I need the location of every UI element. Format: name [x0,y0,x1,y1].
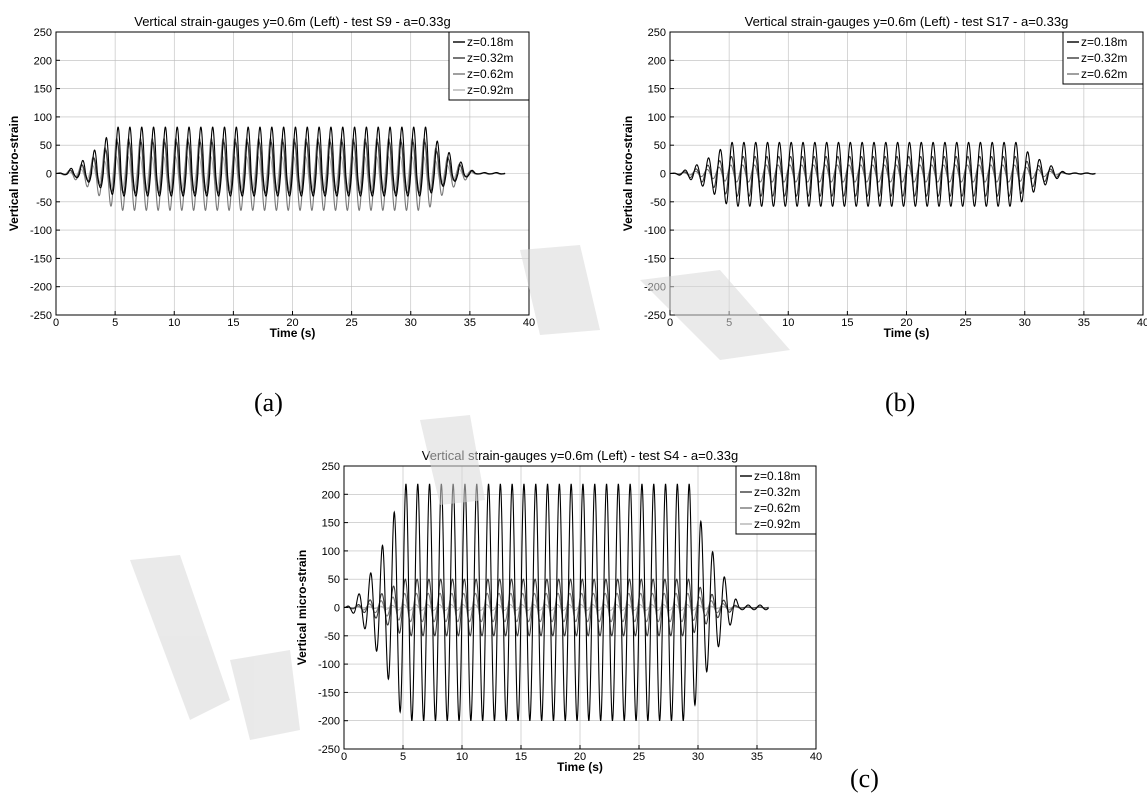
y-tick-label: -200 [30,282,52,294]
x-tick-label: 35 [751,751,763,763]
series-line-0 [56,126,506,197]
y-tick-label: 150 [648,84,666,96]
y-tick-label: -200 [644,282,666,294]
y-tick-label: 200 [322,489,340,501]
y-tick-label: -50 [36,197,52,209]
x-tick-label: 40 [523,317,535,329]
x-axis-label: Time (s) [557,760,603,774]
series-line-0 [344,483,769,722]
series-line-0 [670,141,1096,207]
y-tick-label: -250 [318,744,340,756]
y-tick-label: 250 [322,461,340,473]
x-tick-label: 30 [1019,317,1031,329]
legend [448,31,530,101]
y-tick-label: 200 [648,55,666,67]
chart-1: 0 5 10 15 20 25 30 35 40 -250 -200 -150 -100 -50 0 50 10… [621,14,1147,340]
legend-label: z=0.32m [754,485,800,499]
x-axis-label: Time (s) [884,326,930,340]
y-tick-label: -150 [318,687,340,699]
legend [1062,31,1144,85]
x-tick-label: 10 [456,751,468,763]
x-tick-label: 15 [227,317,239,329]
x-tick-label: 5 [400,751,406,763]
y-tick-label: -100 [30,225,52,237]
y-tick-label: 0 [660,169,666,181]
legend [735,465,817,535]
legend-label: z=0.92m [754,517,800,531]
chart-title: Vertical strain-gauges y=0.6m (Left) - t… [745,14,1069,29]
series-line-2 [56,137,506,212]
legend-label: z=0.18m [754,469,800,483]
y-tick-label: 250 [648,27,666,39]
chart-title: Vertical strain-gauges y=0.6m (Left) - t… [422,448,739,463]
legend-label: z=0.18m [1081,35,1127,49]
y-tick-label: 0 [334,603,340,615]
x-tick-label: 10 [782,317,794,329]
legend-label: z=0.32m [1081,51,1127,65]
x-tick-label: 25 [633,751,645,763]
y-axis-label: Vertical micro-strain [7,116,21,231]
y-tick-label: 50 [654,140,666,152]
x-tick-label: 20 [574,751,586,763]
y-tick-label: -250 [644,310,666,322]
y-tick-label: 50 [328,574,340,586]
x-tick-label: 20 [900,317,912,329]
legend-label: z=0.32m [467,51,513,65]
x-tick-label: 15 [841,317,853,329]
y-axis-label: Vertical micro-strain [295,550,309,665]
x-tick-label: 40 [810,751,822,763]
x-tick-label: 30 [692,751,704,763]
x-tick-label: 15 [515,751,527,763]
x-tick-label: 10 [168,317,180,329]
y-tick-label: -50 [324,631,340,643]
x-tick-label: 0 [341,751,347,763]
legend-label: z=0.62m [754,501,800,515]
caption-a: (a) [254,388,283,417]
x-tick-label: 30 [405,317,417,329]
legend-label: z=0.62m [1081,67,1127,81]
legend-label: z=0.92m [467,83,513,97]
caption-b: (b) [885,388,916,417]
x-tick-label: 0 [667,317,673,329]
y-tick-label: 0 [46,169,52,181]
y-tick-label: 200 [34,55,52,67]
y-tick-label: -100 [318,659,340,671]
x-tick-label: 35 [1078,317,1090,329]
x-tick-label: 0 [53,317,59,329]
legend-label: z=0.62m [467,67,513,81]
legend-label: z=0.18m [467,35,513,49]
y-tick-label: 100 [322,546,340,558]
y-tick-label: -50 [650,197,666,209]
x-tick-label: 35 [464,317,476,329]
chart-0: 0 5 10 15 20 25 30 35 40 -250 -200 -150 -100 -50 0 50 10… [7,14,535,340]
chart-title: Vertical strain-gauges y=0.6m (Left) - t… [134,14,451,29]
x-tick-label: 5 [112,317,118,329]
caption-c: (c) [850,764,879,793]
y-tick-label: -150 [644,253,666,265]
y-tick-label: -200 [318,716,340,728]
x-tick-label: 20 [286,317,298,329]
y-tick-label: 250 [34,27,52,39]
y-tick-label: 100 [34,112,52,124]
x-tick-label: 5 [726,317,732,329]
y-tick-label: 150 [322,518,340,530]
y-tick-label: -100 [644,225,666,237]
x-tick-label: 25 [346,317,358,329]
y-axis-label: Vertical micro-strain [621,116,635,231]
x-axis-label: Time (s) [270,326,316,340]
y-tick-label: 100 [648,112,666,124]
y-tick-label: -150 [30,253,52,265]
x-tick-label: 25 [960,317,972,329]
y-tick-label: -250 [30,310,52,322]
y-tick-label: 150 [34,84,52,96]
chart-2: 0 5 10 15 20 25 30 35 40 -250 -200 -150 -100 -50 0 50 10… [295,448,822,774]
x-tick-label: 40 [1137,317,1147,329]
y-tick-label: 50 [40,140,52,152]
